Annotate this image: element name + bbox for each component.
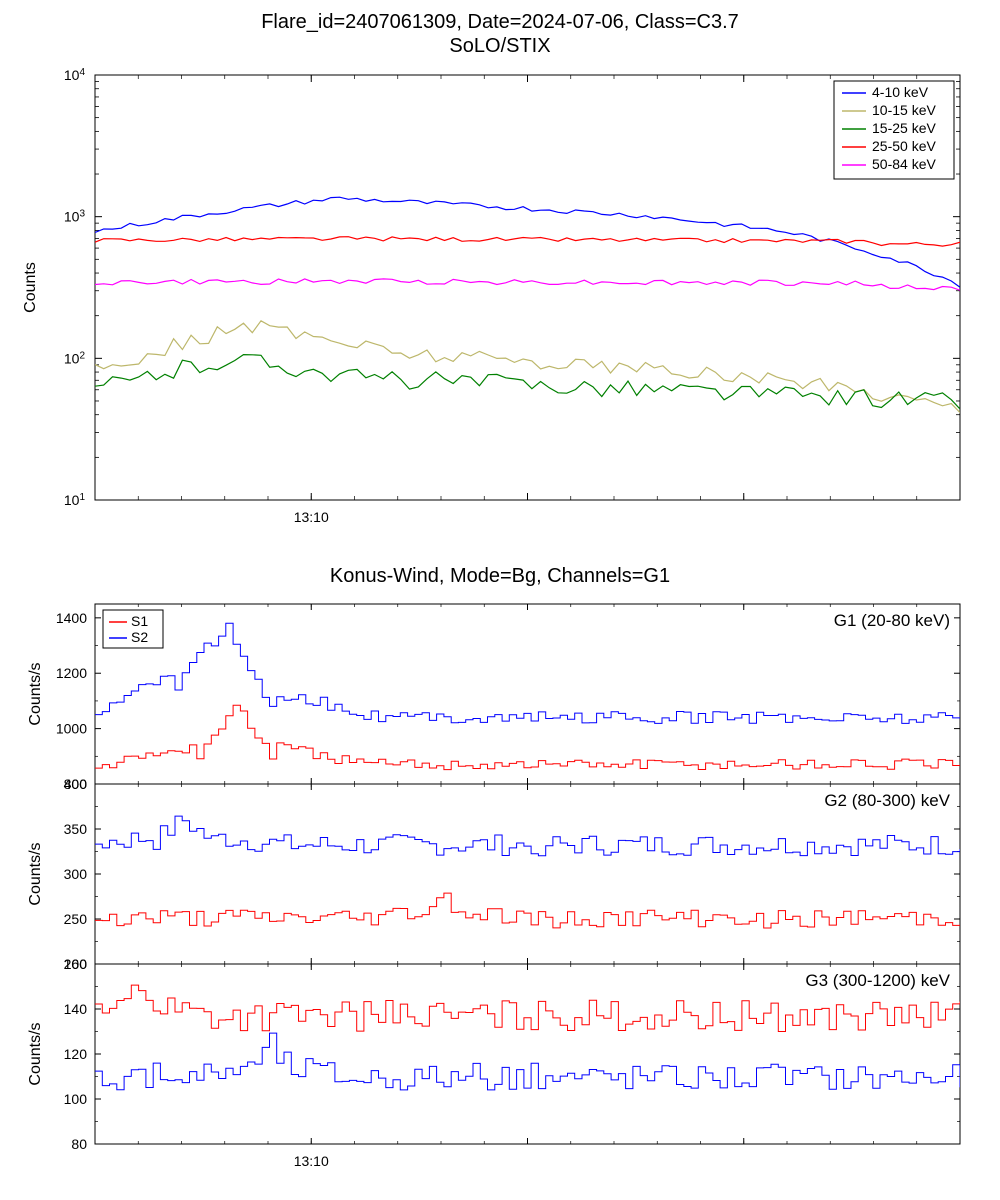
konus-ytick: 350 <box>64 821 88 837</box>
konus-legend-label: S2 <box>131 629 148 645</box>
konus-ylabel: Counts/s <box>27 662 44 725</box>
stix-legend-label: 50-84 keV <box>872 156 936 172</box>
konus-ylabel: Counts/s <box>27 1022 44 1085</box>
konus-ytick: 120 <box>64 1046 88 1062</box>
konus-annot: G2 (80-300) keV <box>824 791 950 810</box>
konus-subtitle: Konus-Wind, Mode=Bg, Channels=G1 <box>330 565 670 587</box>
konus-ytick: 160 <box>64 956 88 972</box>
konus-ytick: 400 <box>64 776 88 792</box>
stix-legend-label: 15-25 keV <box>872 120 936 136</box>
figure-svg: 10110210310413:10Counts4-10 keV10-15 keV… <box>0 0 1000 1200</box>
konus-ytick: 80 <box>71 1136 87 1152</box>
stix-legend-label: 4-10 keV <box>872 84 929 100</box>
konus-ytick: 250 <box>64 911 88 927</box>
figure-root: 10110210310413:10Counts4-10 keV10-15 keV… <box>0 0 1000 1200</box>
stix-xtick-label: 13:10 <box>294 509 329 525</box>
stix-subtitle: SoLO/STIX <box>449 35 550 57</box>
stix-legend-label: 10-15 keV <box>872 102 936 118</box>
konus-xtick-label: 13:10 <box>294 1153 329 1169</box>
konus-legend-label: S1 <box>131 613 148 629</box>
konus-ylabel: Counts/s <box>27 842 44 905</box>
main-title: Flare_id=2407061309, Date=2024-07-06, Cl… <box>261 11 739 33</box>
konus-annot: G3 (300-1200) keV <box>805 971 950 990</box>
konus-ytick: 1400 <box>56 610 87 626</box>
konus-ytick: 300 <box>64 866 88 882</box>
konus-annot: G1 (20-80 keV) <box>834 611 950 630</box>
konus-ytick: 140 <box>64 1001 88 1017</box>
stix-legend: 4-10 keV 10-15 keV 15-25 keV 25-50 keV 50-84… <box>834 81 954 179</box>
konus-ytick: 100 <box>64 1091 88 1107</box>
stix-ylabel: Counts <box>22 262 39 313</box>
konus-legend: S1S2 <box>103 610 163 648</box>
konus-ytick: 1000 <box>56 721 87 737</box>
konus-ytick: 1200 <box>56 665 87 681</box>
stix-legend-label: 25-50 keV <box>872 138 936 154</box>
